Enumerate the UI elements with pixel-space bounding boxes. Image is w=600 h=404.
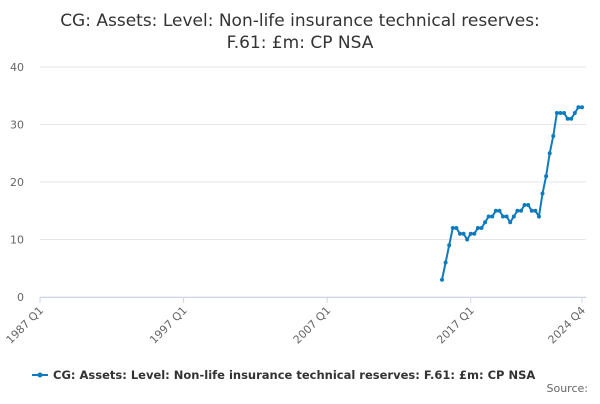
data-point	[569, 116, 574, 121]
data-point	[490, 214, 495, 219]
data-point	[554, 111, 559, 115]
chart-title: CG: Assets: Level: Non-life insurance te…	[60, 11, 540, 31]
data-point	[544, 174, 549, 179]
data-point	[501, 214, 506, 219]
data-point	[529, 208, 534, 213]
x-tick-label: 1987 Q1	[4, 304, 47, 347]
data-point	[497, 208, 502, 213]
data-point	[526, 203, 531, 207]
data-point	[465, 237, 470, 242]
data-point	[508, 220, 513, 225]
data-point	[479, 226, 484, 230]
data-point	[551, 134, 556, 138]
data-point	[472, 231, 477, 236]
legend-symbol	[37, 372, 43, 378]
x-tick-label: 2017 Q1	[434, 304, 477, 347]
data-point	[522, 203, 527, 207]
y-tick-label: 0	[17, 291, 24, 304]
data-point	[515, 208, 520, 213]
data-point	[533, 208, 538, 213]
data-point	[468, 231, 473, 236]
chart-title: F.61: £m: CP NSA	[227, 33, 374, 53]
data-point	[540, 191, 545, 196]
y-tick-label: 30	[10, 119, 24, 132]
data-point	[580, 105, 584, 110]
data-point	[504, 214, 509, 219]
data-point	[440, 277, 445, 282]
data-point	[565, 116, 570, 121]
data-point	[518, 208, 523, 213]
data-point	[454, 226, 459, 230]
data-point	[447, 243, 452, 248]
data-point	[547, 151, 552, 156]
legend-label: CG: Assets: Level: Non-life insurance te…	[53, 368, 535, 382]
data-point	[558, 111, 563, 115]
series-line	[441, 106, 582, 280]
data-point	[486, 214, 491, 219]
data-point	[493, 208, 498, 213]
data-point	[443, 260, 448, 265]
data-point	[536, 214, 541, 219]
x-tick-label: 2007 Q1	[291, 304, 334, 347]
x-tick-label: 1997 Q1	[147, 304, 190, 347]
data-point	[511, 214, 516, 219]
y-tick-label: 20	[10, 176, 24, 189]
source-label: Source:	[547, 382, 589, 395]
data-point	[457, 231, 462, 236]
y-tick-label: 10	[10, 234, 24, 247]
data-point	[450, 226, 455, 230]
data-point	[483, 220, 488, 225]
data-point	[576, 105, 581, 110]
data-point	[475, 226, 480, 230]
x-tick-label: 2024 Q4	[546, 304, 589, 347]
data-point	[461, 231, 466, 236]
data-point	[562, 111, 567, 115]
y-tick-label: 40	[10, 61, 24, 74]
data-point	[572, 111, 577, 115]
